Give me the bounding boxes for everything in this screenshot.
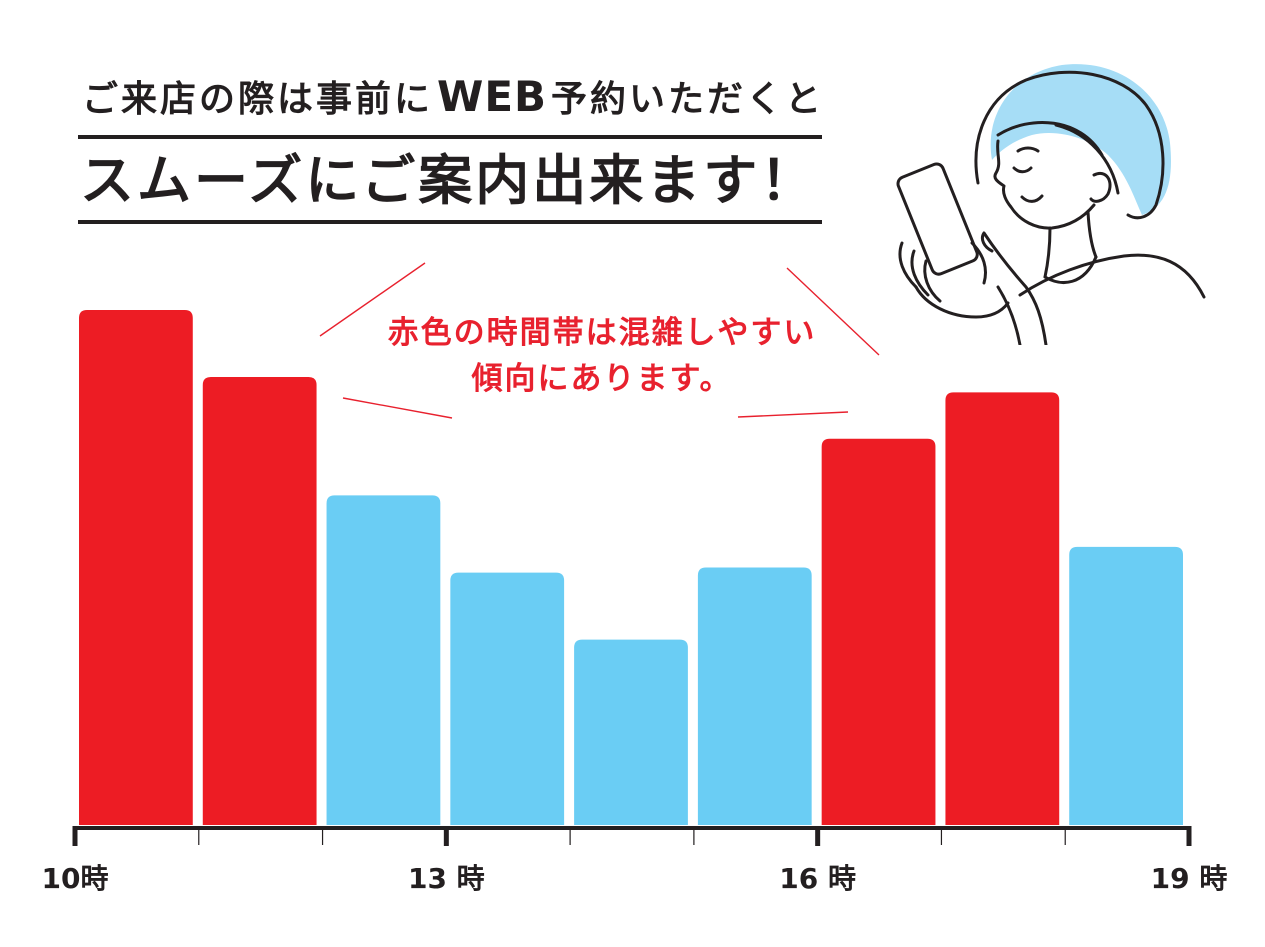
holding-hand-finger — [910, 249, 930, 297]
callout-line-lower-left — [342, 397, 453, 419]
eyebrow — [1016, 146, 1040, 153]
holding-hand-thumb — [970, 241, 987, 285]
bar-hour-17 — [945, 392, 1060, 825]
hair-strand — [1054, 123, 1120, 195]
bar-series — [79, 310, 1183, 825]
closed-eye — [1012, 166, 1033, 174]
x-tick-label-16: 16 時 — [779, 862, 856, 895]
heading-line-1-tail: 予約いただくと — [551, 79, 825, 120]
hair-strand — [996, 120, 1104, 157]
woman-with-smartphone-icon — [896, 64, 1206, 345]
callout-pointer-lines — [319, 262, 880, 419]
hair-fill — [990, 64, 1171, 216]
hair-outline — [974, 70, 1165, 220]
holding-hand-palm — [914, 285, 1010, 319]
bar-hour-18 — [1069, 546, 1183, 825]
callout-line-2: 傾向にあります。 — [471, 361, 733, 397]
bar-hour-16 — [821, 438, 936, 825]
face-profile — [993, 139, 1096, 230]
x-tick-label-10: 10時 — [42, 862, 109, 895]
x-tick-label-19: 19 時 — [1151, 862, 1228, 895]
bar-hour-12 — [326, 495, 441, 825]
callout-line-lower-right — [737, 411, 849, 418]
bar-hour-15 — [697, 567, 812, 825]
bar-hour-13 — [450, 572, 565, 825]
heading-divider-top — [78, 135, 822, 139]
neck — [1043, 226, 1052, 279]
smartphone-icon — [896, 162, 979, 276]
holding-hand-finger — [898, 241, 918, 289]
congestion-callout: 赤色の時間帯は混雑しやすい 傾向にあります。 — [352, 310, 852, 402]
heading-line-1: ご来店の際は事前にWEB 予約いただくと — [82, 72, 824, 122]
bar-hour-10 — [79, 310, 193, 825]
pointing-hand — [996, 285, 1022, 345]
heading-divider-bottom — [78, 220, 822, 224]
heading-line-1-lead: ご来店の際は事前に — [82, 79, 434, 120]
x-axis-tick-labels: 10時 13 時 16 時 19 時 — [42, 862, 1228, 895]
bar-hour-11 — [202, 376, 317, 825]
callout-line-upper-left — [319, 262, 426, 337]
neck — [1086, 210, 1098, 259]
shoulders — [1018, 253, 1206, 299]
callout-line-1: 赤色の時間帯は混雑しやすい — [387, 315, 817, 351]
callout-line-upper-right — [786, 267, 880, 356]
x-tick-label-13: 13 時 — [408, 862, 485, 895]
holding-hand-finger — [923, 259, 942, 303]
smile — [1020, 194, 1044, 203]
heading-web-emphasis: WEB — [437, 72, 548, 121]
heading-line-2: スムーズにご案内出来ます！ — [80, 149, 818, 212]
ear — [1089, 172, 1112, 203]
bar-hour-14 — [574, 639, 688, 825]
x-axis-ticks — [72, 826, 1192, 846]
pointing-hand — [980, 231, 1048, 345]
